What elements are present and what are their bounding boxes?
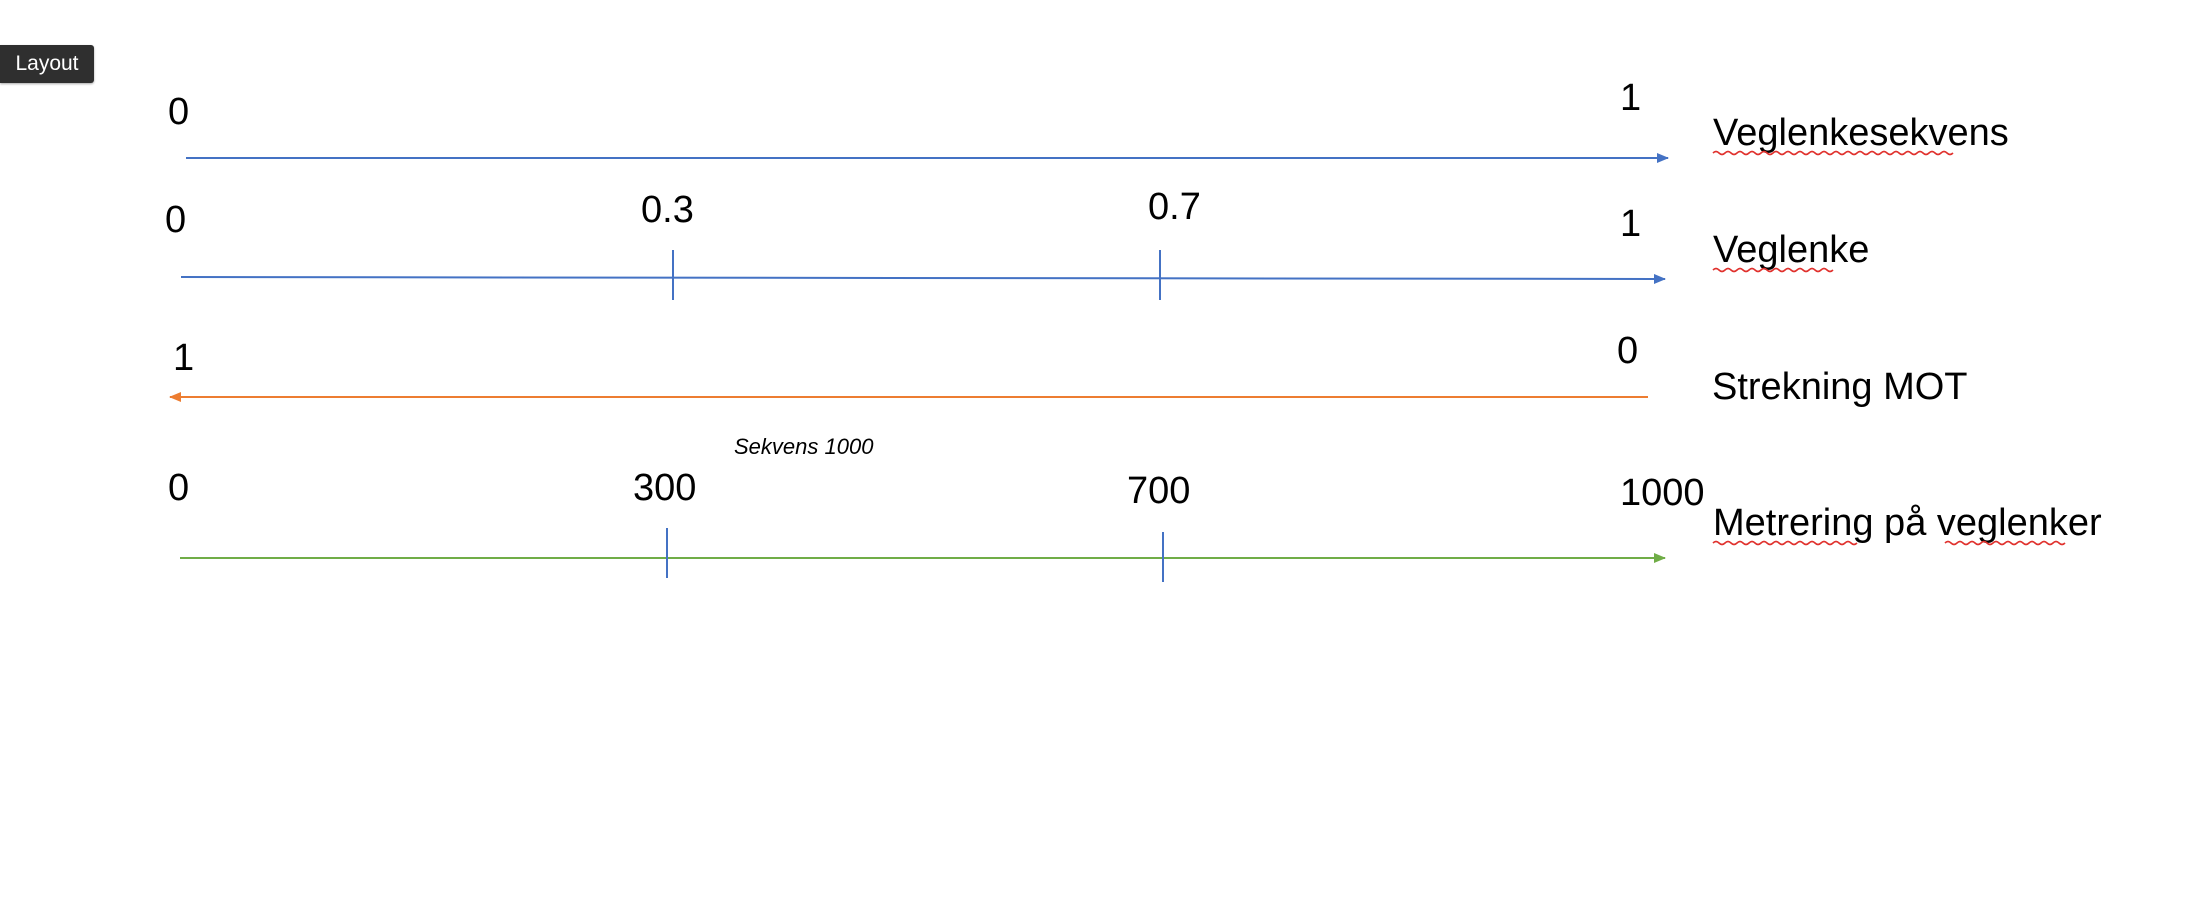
veglenkesekvens-spellcheck-underline <box>1712 150 1954 156</box>
metrering-tick-label-300: 300 <box>633 467 696 509</box>
metrering-tick-label-700: 700 <box>1127 470 1190 512</box>
strekning-mot-row-label: Strekning MOT <box>1712 366 1968 408</box>
row-veglenke: 0 0.3 0.7 1 Veglenke <box>165 186 1869 300</box>
layout-button[interactable]: Layout <box>0 45 94 83</box>
row-veglenkesekvens: 0 1 Veglenkesekvens <box>168 77 2009 163</box>
veglenke-row-label: Veglenke <box>1713 229 1869 271</box>
veglenke-tick-label-0.7: 0.7 <box>1148 186 1201 228</box>
row-strekning-mot: 1 0 Strekning MOT <box>169 330 1968 408</box>
veglenkesekvens-row-label: Veglenkesekvens <box>1713 112 2009 154</box>
veglenke-arrow <box>180 273 1666 284</box>
veglenke-end-label: 1 <box>1620 203 1641 245</box>
metrering-caption: Sekvens 1000 <box>734 434 874 459</box>
metrering-row-label: Metrering på veglenker <box>1713 502 2102 544</box>
strekning-mot-end-label: 0 <box>1617 330 1638 372</box>
metrering-spellcheck-underline-1 <box>1712 540 1858 546</box>
strekning-mot-start-label: 1 <box>173 337 194 379</box>
veglenke-start-label: 0 <box>165 199 186 241</box>
metrering-end-label: 1000 <box>1620 472 1705 514</box>
veglenke-spellcheck-underline <box>1712 267 1834 273</box>
veglenkesekvens-end-label: 1 <box>1620 77 1641 119</box>
veglenke-tick-label-0.3: 0.3 <box>641 189 694 231</box>
row-metrering: Sekvens 1000 0 300 700 1000 Metrering på… <box>168 434 2102 582</box>
metrering-spellcheck-underline-2 <box>1944 540 2066 546</box>
metrering-start-label: 0 <box>168 467 189 509</box>
veglenkesekvens-start-label: 0 <box>168 91 189 133</box>
